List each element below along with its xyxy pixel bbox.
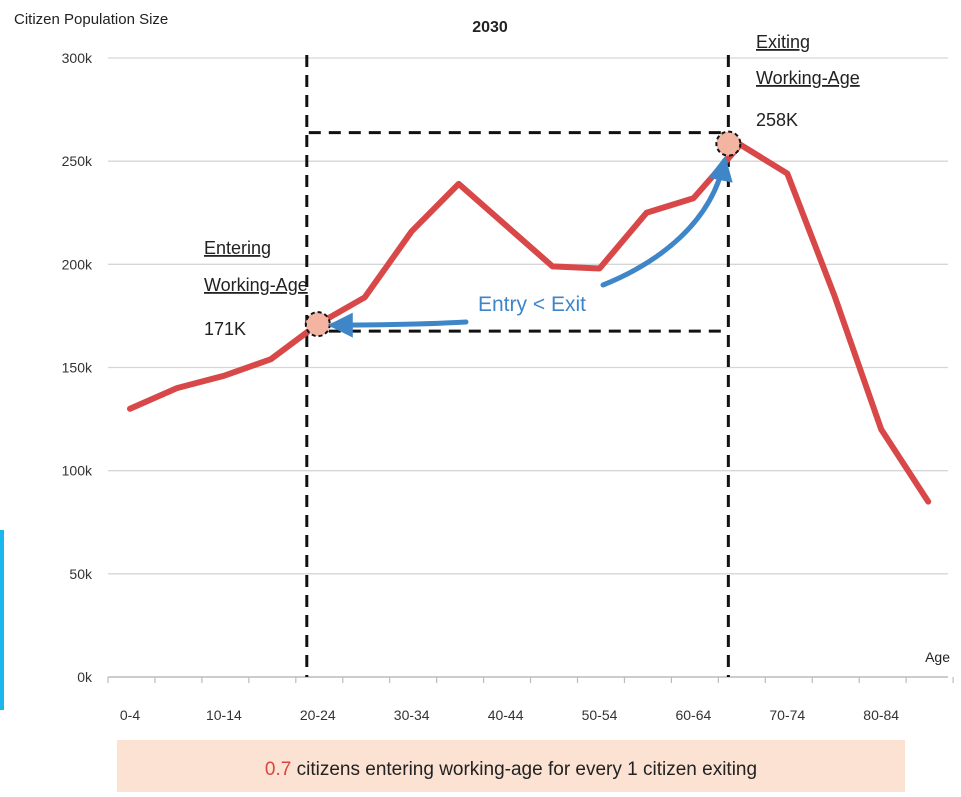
x-axis-ticks: 0-4 10-14 20-24 30-34 40-44 50-54 60-64 70-74 80…: [120, 707, 899, 723]
exit-marker: [715, 130, 742, 157]
caption-box: [117, 740, 905, 792]
exiting-label-line1: Exiting: [756, 32, 810, 52]
highlight-markers: [304, 130, 742, 338]
reference-dashed-lines: [305, 55, 730, 677]
arrow-to-entry: [327, 312, 469, 338]
x-tick-label: 0-4: [120, 707, 140, 723]
y-tick-label: 100k: [62, 463, 93, 479]
y-tick-label: 150k: [62, 360, 93, 376]
y-axis-ticks: 0k 50k 100k 150k 200k 250k 300k: [62, 50, 93, 685]
entry-exit-arrows: [327, 155, 733, 338]
x-tick-label: 40-44: [488, 707, 524, 723]
x-tick-label: 60-64: [675, 707, 711, 723]
y-tick-label: 0k: [77, 669, 93, 685]
y-tick-label: 50k: [69, 566, 93, 582]
x-tick-label: 70-74: [769, 707, 805, 723]
x-axis: [107, 676, 954, 683]
edge-bar-decoration: [0, 530, 4, 710]
caption-ratio: 0.7: [265, 759, 291, 780]
entry-marker: [304, 311, 331, 338]
arrow-to-exit: [600, 155, 733, 288]
chart-title: 2030: [472, 19, 508, 36]
caption-text: 0.7 citizens entering working-age for ev…: [265, 759, 757, 780]
entering-label-line2: Working-Age: [204, 275, 308, 295]
entering-value: 171K: [204, 319, 246, 339]
exiting-value: 258K: [756, 110, 798, 130]
exiting-label-line2: Working-Age: [756, 68, 860, 88]
x-tick-label: 80-84: [863, 707, 899, 723]
y-tick-label: 200k: [62, 256, 93, 272]
caption-body: citizens entering working-age for every …: [291, 759, 757, 780]
x-tick-label: 30-34: [394, 707, 430, 723]
x-tick-label: 50-54: [582, 707, 618, 723]
entry-exit-label: Entry < Exit: [478, 293, 586, 316]
series-line: [127, 141, 932, 505]
series-line-group: [127, 141, 932, 505]
x-tick-label: 10-14: [206, 707, 242, 723]
x-axis-label: Age: [925, 649, 950, 665]
y-axis-label: Citizen Population Size: [14, 11, 168, 28]
y-tick-label: 300k: [62, 50, 93, 66]
y-tick-label: 250k: [62, 153, 93, 169]
entering-label-line1: Entering: [204, 238, 271, 258]
x-tick-label: 20-24: [300, 707, 336, 723]
